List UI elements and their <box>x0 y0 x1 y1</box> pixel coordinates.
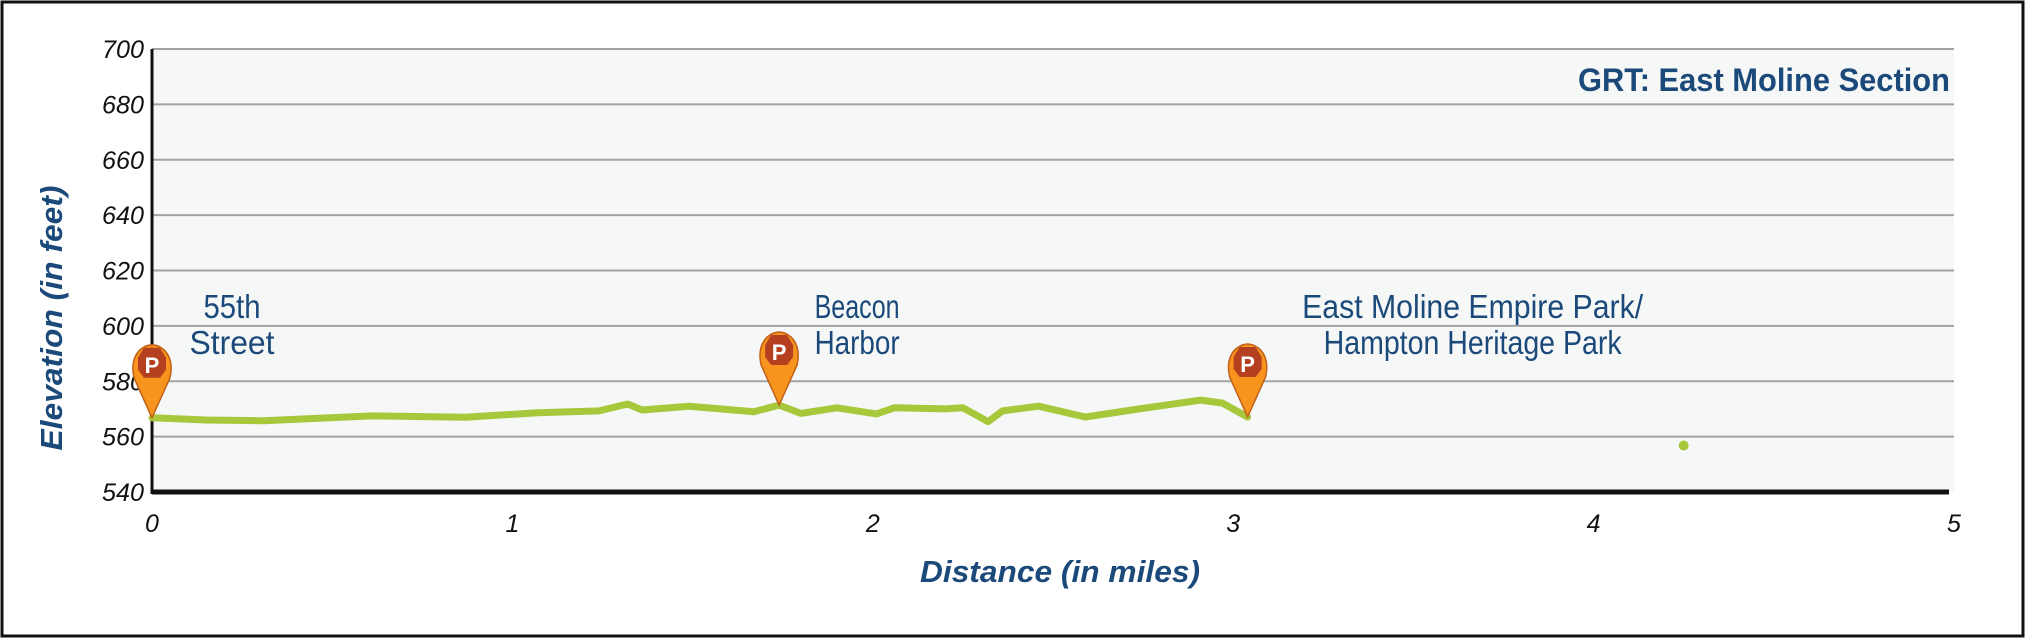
parking-symbol: P <box>772 340 787 365</box>
x-axis-title: Distance (in miles) <box>920 554 1200 589</box>
x-tick-label: 1 <box>505 510 519 538</box>
chart-title: GRT: East Moline Section <box>1578 62 1950 98</box>
parking-symbol: P <box>1240 352 1255 377</box>
parking-symbol: P <box>145 353 160 378</box>
parking-marker-icon: P <box>132 344 172 420</box>
location-label: East Moline Empire Park/ <box>1302 288 1644 325</box>
location-label: Harbor <box>815 324 900 361</box>
y-tick-label: 600 <box>102 313 144 341</box>
parking-marker-icon: P <box>1227 343 1268 419</box>
x-tick-label: 4 <box>1587 510 1601 538</box>
parking-marker-icon: P <box>759 331 799 407</box>
y-tick-label: 560 <box>102 424 144 452</box>
y-tick-label: 620 <box>102 258 144 286</box>
location-label: Beacon <box>815 288 900 325</box>
elevation-line <box>148 396 1252 426</box>
y-tick-label: 540 <box>102 479 144 507</box>
y-axis-title: Elevation (in feet) <box>34 186 69 451</box>
y-tick-label: 640 <box>102 202 144 230</box>
parking-marker: P East Moline Empire Park/Hampton Heritag… <box>1227 288 1644 419</box>
marker-badge <box>138 347 166 378</box>
location-label: 55th <box>204 288 261 325</box>
x-tick-label: 2 <box>865 510 880 538</box>
y-tick-label: 680 <box>102 91 144 119</box>
elevation-point <box>1678 440 1689 451</box>
series-layer <box>148 396 1689 451</box>
marker-badge <box>765 335 794 366</box>
location-label: Street <box>190 324 275 361</box>
x-tick-label: 3 <box>1226 510 1240 538</box>
x-tick-label: 5 <box>1947 510 1961 538</box>
marker-badge <box>1233 346 1262 377</box>
x-tick-labels: 0 1 2 3 4 5 <box>145 510 1961 538</box>
gridlines <box>152 48 1954 438</box>
y-tick-label: 660 <box>102 147 144 175</box>
x-tick-label: 0 <box>145 510 159 538</box>
location-label: Hampton Heritage Park <box>1324 324 1622 361</box>
y-tick-label: 700 <box>102 36 144 64</box>
